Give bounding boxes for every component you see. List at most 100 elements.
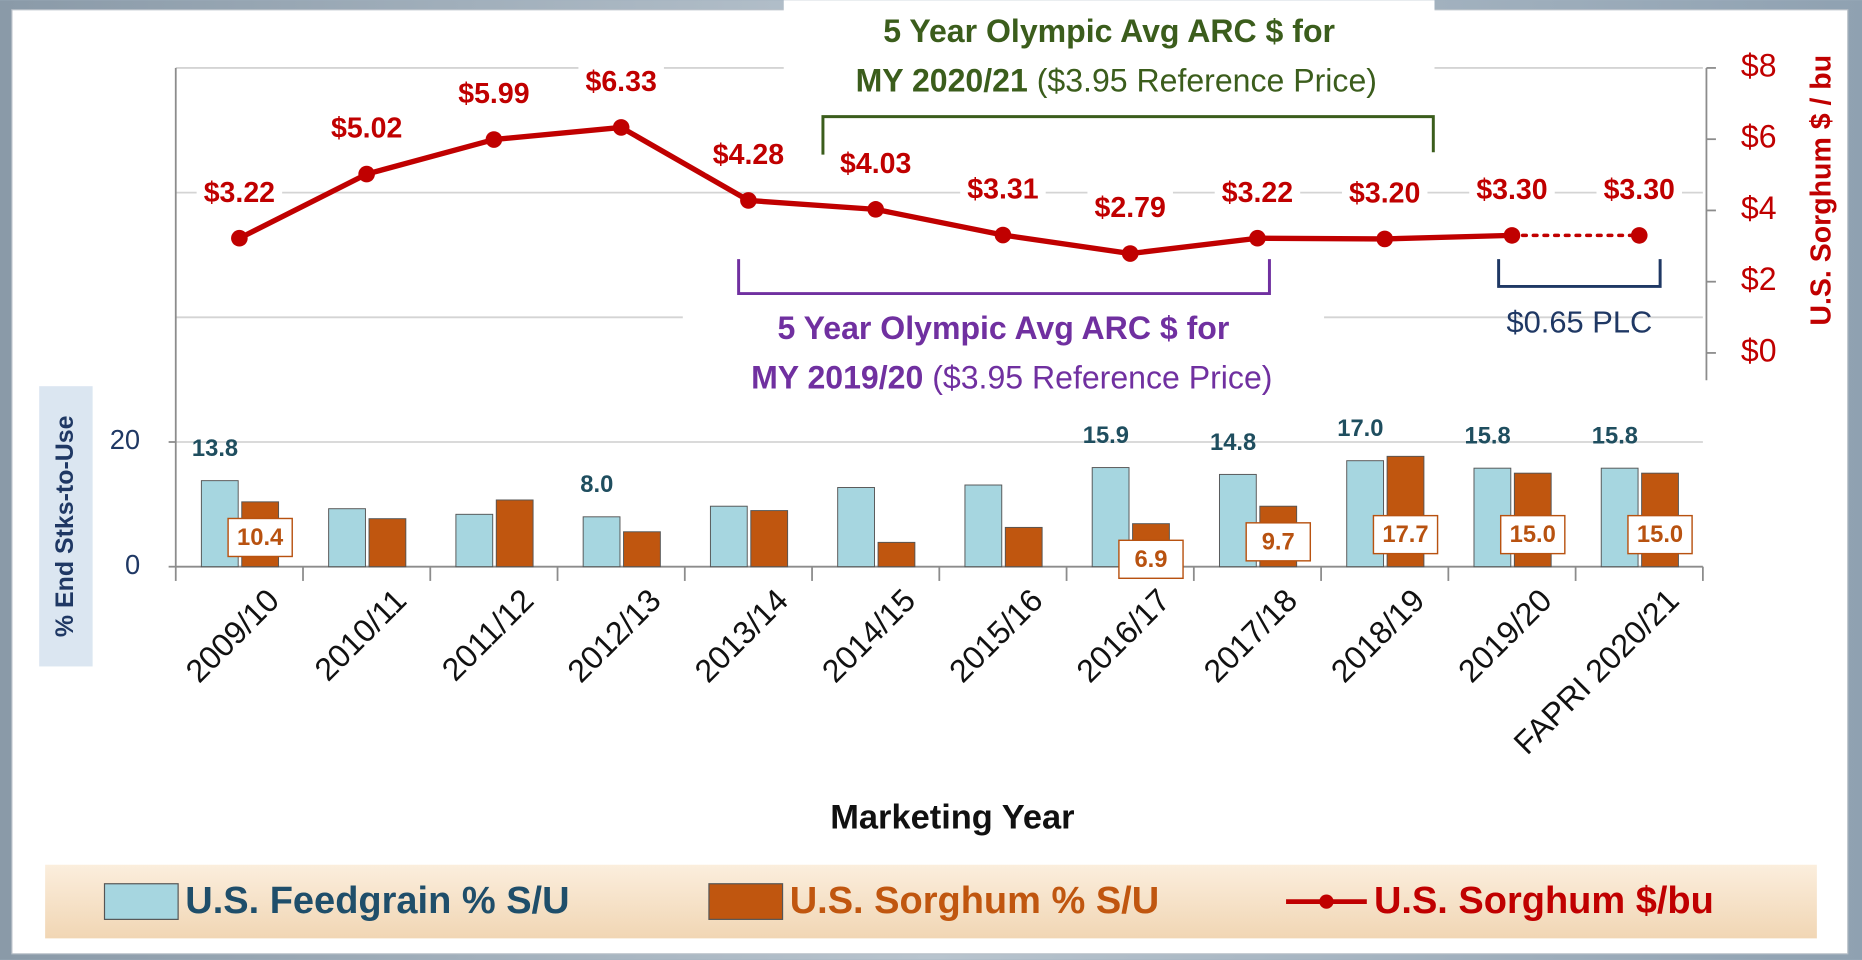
- y2-tick-label: $4: [1741, 190, 1777, 226]
- value-label-bg: [832, 146, 919, 183]
- value-label: $3.30: [1476, 174, 1547, 206]
- value-label: 15.0: [1637, 521, 1683, 548]
- value-label: 15.8: [1592, 423, 1638, 450]
- line-segment: [1254, 235, 1388, 242]
- value-label: 15.9: [1083, 422, 1129, 449]
- y2-tick-label: $2: [1741, 261, 1777, 297]
- y-axis-title: % End Stks-to-Use: [51, 415, 79, 637]
- line-point: [1376, 230, 1394, 248]
- value-label: $3.31: [967, 174, 1038, 206]
- value-label-bg: [1469, 172, 1555, 209]
- y2-tick-label: $6: [1741, 119, 1777, 155]
- annotation: ($3.95 Reference Price): [1037, 63, 1377, 99]
- line-segment: [873, 206, 1006, 238]
- value-label: 6.9: [1134, 546, 1167, 573]
- value-label: $2.79: [1095, 192, 1166, 224]
- line-point: [994, 226, 1012, 244]
- line-point: [1121, 245, 1139, 262]
- line-point: [740, 192, 757, 209]
- value-label: 9.7: [1262, 528, 1295, 555]
- bar: [623, 531, 661, 568]
- line-segment: [1382, 232, 1515, 242]
- value-label: $4.28: [713, 139, 784, 171]
- value-label: $3.30: [1604, 174, 1675, 206]
- value-label-box: [1118, 539, 1184, 580]
- value-label-bg: [196, 175, 283, 211]
- annotation: MY 2019/20: [751, 360, 923, 396]
- value-label: $5.02: [331, 113, 402, 145]
- value-label: 14.8: [1210, 429, 1256, 456]
- value-label-box: [1627, 514, 1693, 555]
- value-label: 15.0: [1510, 521, 1556, 548]
- value-label-bg: [1087, 190, 1173, 227]
- legend: U.S. Feedgrain % S/U U.S. Sorghum % S/U U.…: [103, 880, 1714, 922]
- line-segment: [1127, 235, 1261, 257]
- value-label-bg: [705, 137, 792, 174]
- bar: [964, 484, 1003, 568]
- line-point: [231, 229, 248, 247]
- value-label-box: [227, 517, 293, 558]
- annotation: 5 Year Olympic Avg ARC $ for: [778, 310, 1230, 346]
- legend-label: U.S. Sorghum % S/U: [790, 880, 1159, 922]
- line-segment: [363, 136, 497, 177]
- line-segment: [618, 124, 752, 204]
- bar: [837, 487, 875, 568]
- value-label-box: [1499, 514, 1566, 555]
- value-label-bg: [1214, 175, 1301, 211]
- line-segment: [1000, 232, 1133, 257]
- line-point: [358, 165, 375, 183]
- bar: [495, 499, 534, 568]
- annotation: $0.65 PLC: [1506, 305, 1652, 340]
- annotation: MY 2020/21 ($3.95 Reference Price): [856, 63, 1377, 99]
- annotation-box: [783, 0, 1435, 110]
- legend-label: U.S. Sorghum $/bu: [1374, 880, 1714, 922]
- bar: [328, 508, 366, 568]
- line-point: [1249, 229, 1266, 247]
- value-label-bg: [451, 76, 537, 113]
- line-segment: [236, 171, 370, 241]
- bracket: [1497, 259, 1662, 288]
- line-point: [1630, 227, 1648, 244]
- legend-label: U.S. Feedgrain % S/U: [185, 880, 569, 922]
- bar: [582, 516, 621, 568]
- legend-swatch: [708, 883, 784, 920]
- legend-swatch: [103, 883, 179, 920]
- y-label-box: [39, 386, 93, 667]
- annotation-box: [682, 306, 1325, 402]
- bar: [455, 513, 494, 568]
- annotation: MY 2020/21: [856, 63, 1028, 99]
- value-label: $3.22: [204, 177, 275, 209]
- line-segment: [491, 124, 624, 143]
- value-label-bg: [1341, 176, 1428, 212]
- y2-tick-label: $8: [1741, 47, 1777, 83]
- line-point: [485, 131, 503, 148]
- bar: [877, 541, 916, 568]
- annotation: 5 Year Olympic Avg ARC $ for: [883, 13, 1335, 49]
- y-tick-label: 0: [125, 549, 140, 580]
- value-label-bg: [1596, 172, 1682, 209]
- annotation: MY 2019/20 ($3.95 Reference Price): [751, 360, 1272, 396]
- line-point: [1503, 227, 1521, 244]
- value-label: $3.20: [1349, 178, 1420, 210]
- bar: [368, 518, 407, 568]
- y2-tick-label: $0: [1741, 332, 1777, 368]
- bracket: [821, 115, 1435, 155]
- value-label: 17.7: [1382, 521, 1428, 548]
- value-label: $5.99: [458, 78, 529, 110]
- legend-swatch: [1319, 894, 1334, 909]
- annotation: ($3.95 Reference Price): [932, 360, 1272, 396]
- y-tick-label: 20: [110, 424, 140, 455]
- line-point: [867, 201, 884, 218]
- value-label-bg: [323, 111, 410, 147]
- bar: [1004, 526, 1043, 568]
- bar: [750, 510, 789, 568]
- value-label-bg: [960, 172, 1046, 208]
- value-label: 13.8: [192, 435, 238, 462]
- value-label: 17.0: [1337, 415, 1383, 442]
- value-label: 8.0: [580, 471, 613, 498]
- value-label-bg: [578, 64, 664, 101]
- value-label: 10.4: [237, 524, 284, 551]
- value-label-box: [1245, 522, 1312, 562]
- x-axis-title: Marketing Year: [830, 799, 1074, 837]
